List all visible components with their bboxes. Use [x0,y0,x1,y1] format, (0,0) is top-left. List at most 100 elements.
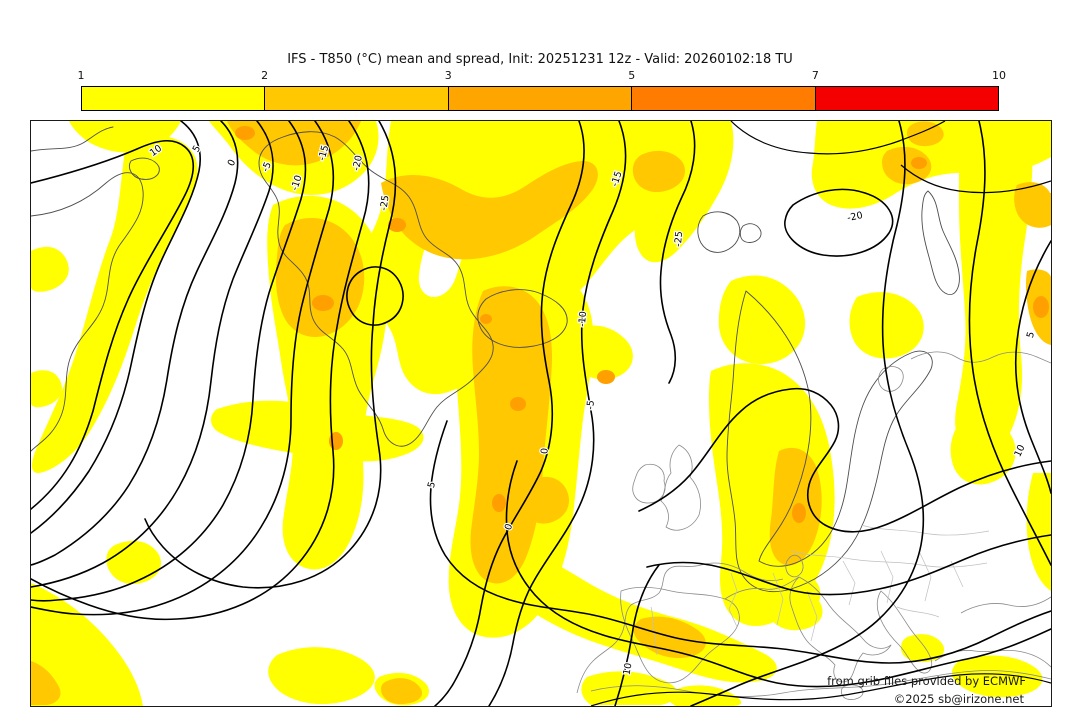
temperature-contours [31,121,1051,706]
spread-region [275,218,365,337]
svalbard-coastline [697,211,741,253]
ireland-coastline [632,463,666,504]
contour-label: 0 [539,448,550,455]
contour-line-atlantic-5 [429,420,1051,664]
contour-closed-cold-core [346,266,404,326]
arctic-island [129,157,160,180]
contour-line-m20 [31,121,370,621]
contour-line-central-europe [646,534,1051,596]
colorbar-segment [632,87,816,110]
italy-coastline [789,576,892,683]
spread-region [1014,182,1051,228]
contour-label: -20 [351,154,365,171]
greenland-coastline [258,131,494,447]
coastlines [31,126,1051,700]
baffin-coastline [31,126,114,152]
iberia-coastline [620,586,740,684]
colorbar-bar [81,86,999,111]
spread-region [31,583,143,706]
contour-line-5 [31,121,201,534]
spread-region [765,588,823,631]
colorbar-tick: 3 [444,69,452,82]
contour-line-m5 [31,121,274,588]
country-border [790,550,988,568]
contour-line-arctic-top [730,121,946,155]
contour-label: -10 [577,311,589,327]
contour-line-east-c [659,121,696,384]
contour-label: -25 [673,231,685,247]
spread-colorbar: 1 2 3 5 7 10 [78,69,1006,111]
contour-line-east-b [434,121,585,706]
country-border [650,606,658,656]
novaya-zemlya-coastline [921,190,960,295]
colorbar-tick: 1 [77,69,85,82]
contour-line-m15 [31,121,335,616]
spread-region [633,616,706,659]
country-border [728,572,738,628]
spread-region [31,246,69,292]
contour-closed-m20-loop [784,188,894,257]
contour-line-m25 [144,121,397,589]
uk-coastline [660,444,701,531]
colorbar-segment [448,87,633,110]
country-border [918,550,932,602]
spread-region [32,135,198,474]
spread-region [31,370,62,408]
country-border [772,572,784,626]
spread-spot [911,157,927,169]
contour-line-east-a [488,121,627,706]
spread-region [709,363,835,627]
spread-region [381,678,423,705]
spread-region [849,292,924,359]
sicily-coastline [840,684,864,700]
weather-map: 10 5 0 -5 -10 -15 -20 -25 -15 -10 -5 0 -25 -20 5 0 10 5 10… [30,120,1052,707]
spread-spot [597,370,615,384]
spread-spot [492,494,506,512]
contour-line-iberia-10 [614,564,660,706]
spread-region [268,647,375,705]
europe-coastline [576,562,784,694]
spread-spot [388,218,406,232]
contour-label: 5 [426,481,438,490]
attribution-source: from grib files provided by ECMWF [827,674,1026,688]
colorbar-tick: 5 [628,69,636,82]
attribution: from grib files provided by ECMWF ©2025 … [827,674,1026,706]
contour-line-russia [690,121,925,706]
colorbar-tick: 2 [261,69,269,82]
scandinavia-coastline [726,290,933,593]
spread-region [381,160,598,260]
contour-label: 5 [1025,331,1037,340]
spread-region [950,417,1016,485]
contour-label: 10 [622,662,635,676]
contour-label: -5 [585,400,597,410]
spread-region [955,121,1033,459]
spread-spot [312,295,334,311]
denmark-coastline [785,554,804,578]
country-border [950,560,964,588]
spread-spot [792,503,806,523]
attribution-copyright: ©2025 sb@irizone.net [894,692,1025,706]
spread-region [882,146,932,185]
country-border [806,590,818,642]
spread-region [1026,473,1051,591]
contour-line-0 [31,121,239,566]
colorbar-tick: 10 [992,69,1006,82]
iceland-coastline [477,289,568,348]
contour-label: 0 [226,158,239,168]
white-sea-coastline [878,366,904,392]
contour-line-europe-bold [638,387,1051,533]
country-border [880,550,894,604]
contour-label: 0 [503,522,515,531]
spread-region [632,150,685,193]
contour-label: -15 [317,144,332,162]
chart-title: IFS - T850 (°C) mean and spread, Init: 2… [287,52,793,67]
colorbar-segment [815,87,999,110]
spread-spot [480,314,492,324]
spread-region [566,325,633,380]
spread-spot [1033,296,1049,318]
spread-spot [235,126,255,140]
africa-coastline [590,670,1051,698]
colorbar-segment [82,87,266,110]
country-border [896,606,940,618]
labrador-coastline [31,172,144,452]
